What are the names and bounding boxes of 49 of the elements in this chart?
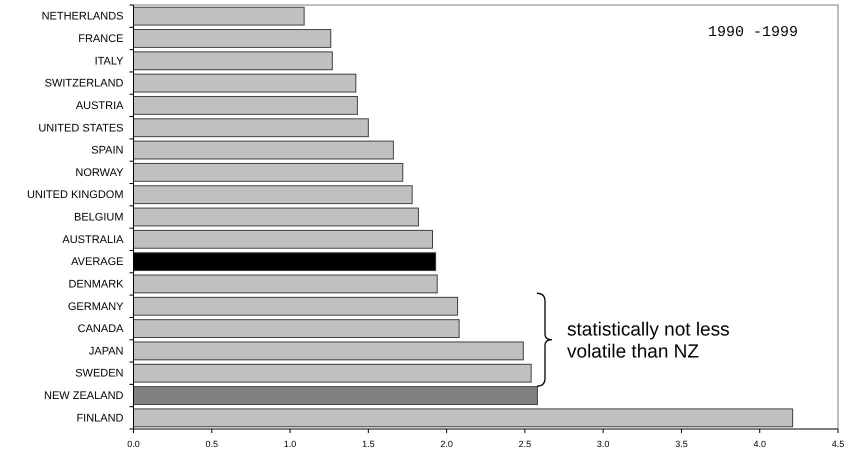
bar <box>133 274 438 294</box>
y-tick-label: UNITED KINGDOM <box>26 189 124 202</box>
y-tick-label: UNITED STATES <box>38 122 124 134</box>
bar <box>133 364 532 383</box>
y-tick-label: SWITZERLAND <box>44 78 124 90</box>
bar <box>133 319 460 338</box>
y-tick-label: NORWAY <box>75 166 124 179</box>
x-tick-label: 4.0 <box>753 438 766 449</box>
y-tick-label: CANADA <box>78 323 124 336</box>
bar <box>133 29 332 48</box>
annotation: statistically not less volatile than NZ <box>567 320 730 363</box>
bar <box>133 296 458 316</box>
bar <box>133 208 419 226</box>
y-tick-label: SPAIN <box>91 144 124 157</box>
y-tick-label: GERMANY <box>68 300 124 313</box>
annotation: 1990 -1999 <box>708 24 798 41</box>
bar <box>133 386 538 405</box>
bar <box>133 408 794 428</box>
bar <box>133 162 404 182</box>
bar <box>133 230 434 249</box>
y-tick-label: DENMARK <box>68 278 124 290</box>
y-tick-label: AUSTRIA <box>76 100 124 112</box>
y-tick-label: NEW ZEALAND <box>44 390 124 402</box>
x-tick-label: 1.0 <box>284 438 296 449</box>
bar <box>133 6 305 26</box>
x-tick-label: 0.5 <box>206 438 218 449</box>
bar <box>133 341 524 360</box>
y-tick-label: FINLAND <box>76 412 124 424</box>
x-tick-label: 3.5 <box>675 438 688 449</box>
x-tick-label: 0.0 <box>127 438 140 449</box>
x-tick-label: 2.5 <box>518 438 532 449</box>
x-tick-label: 3.0 <box>596 438 610 449</box>
bar <box>133 74 356 93</box>
x-tick-label: 2.0 <box>440 438 453 449</box>
y-tick-label: BELGIUM <box>74 212 124 224</box>
y-tick-label: AUSTRALIA <box>62 234 124 246</box>
x-tick-label: 4.5 <box>832 438 844 449</box>
bar <box>133 51 333 70</box>
bar <box>133 185 413 204</box>
y-tick-label: NETHERLANDS <box>42 10 124 23</box>
bar <box>133 140 394 160</box>
y-tick-label: FRANCE <box>78 32 124 45</box>
y-tick-label: SWEDEN <box>75 368 124 380</box>
y-tick-label: ITALY <box>94 55 124 68</box>
y-tick-label: JAPAN <box>88 345 124 358</box>
bar <box>133 118 369 138</box>
y-tick-label: AVERAGE <box>71 256 124 268</box>
x-tick-label: 1.5 <box>362 438 375 449</box>
bar <box>133 96 358 115</box>
